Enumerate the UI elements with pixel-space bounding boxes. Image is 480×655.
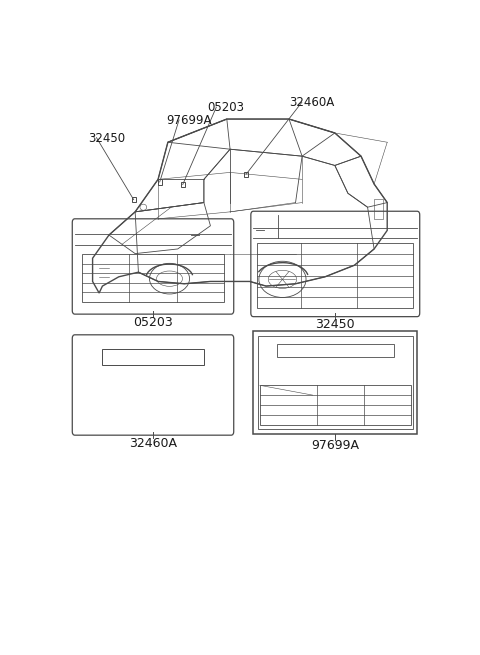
Bar bbox=[244, 172, 248, 177]
Text: 32460A: 32460A bbox=[289, 96, 334, 109]
Text: 97699A: 97699A bbox=[166, 114, 212, 127]
Text: 05203: 05203 bbox=[207, 102, 244, 115]
Bar bbox=[258, 336, 413, 428]
Text: 05203: 05203 bbox=[133, 316, 173, 329]
Text: 97699A: 97699A bbox=[311, 440, 359, 453]
Bar bbox=[181, 182, 185, 187]
Bar bbox=[132, 197, 135, 202]
Bar bbox=[277, 344, 394, 358]
Text: 32460A: 32460A bbox=[129, 437, 177, 450]
Bar bbox=[260, 385, 411, 424]
Text: 32450: 32450 bbox=[315, 318, 355, 331]
Bar bbox=[253, 331, 417, 434]
Text: 32450: 32450 bbox=[88, 132, 125, 145]
Bar bbox=[257, 244, 413, 308]
Bar bbox=[102, 349, 204, 365]
Bar bbox=[374, 198, 384, 219]
Bar bbox=[158, 179, 162, 185]
Bar bbox=[82, 254, 225, 301]
